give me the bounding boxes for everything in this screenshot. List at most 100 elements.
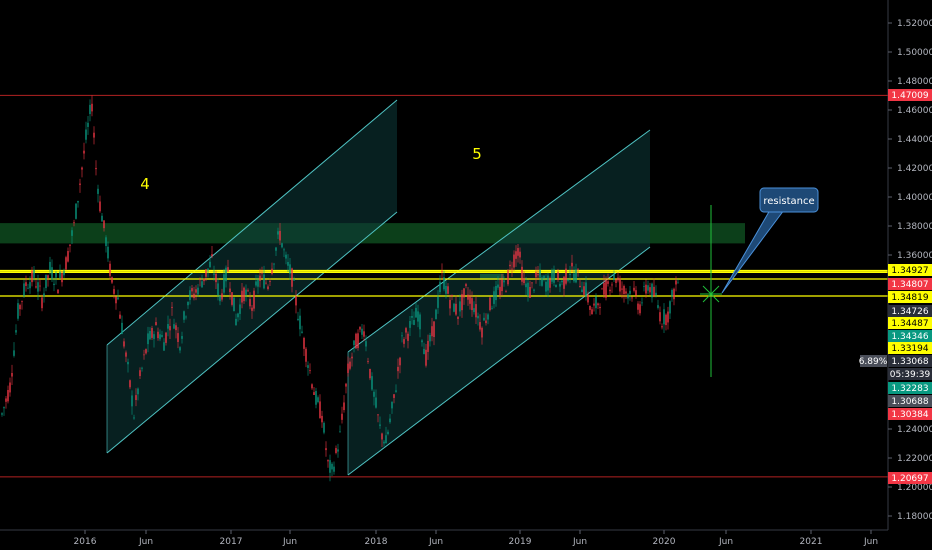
price-tag-label: 1.34346 — [891, 332, 928, 342]
candle — [97, 184, 99, 203]
candle — [335, 445, 337, 455]
price-tag-label: 1.34807 — [891, 280, 928, 290]
candle — [623, 284, 625, 303]
candle — [297, 311, 299, 322]
candle — [261, 266, 263, 279]
candle — [525, 276, 527, 296]
candle — [305, 346, 307, 368]
candle — [111, 276, 113, 285]
candle — [205, 268, 207, 282]
candle — [357, 329, 359, 351]
channel-wave-4 — [106, 99, 398, 454]
time-tick-label: 2016 — [74, 537, 97, 547]
candle — [419, 312, 421, 338]
candle — [341, 406, 343, 424]
candle — [523, 271, 525, 286]
candle — [293, 276, 295, 282]
candle — [283, 247, 285, 258]
candle — [151, 325, 153, 341]
candle — [475, 295, 477, 324]
candle — [391, 401, 393, 414]
candle — [563, 276, 565, 297]
candle — [47, 274, 49, 287]
candle — [505, 289, 507, 293]
price-tag: 1.34807 — [888, 278, 932, 290]
candle — [269, 278, 271, 286]
candle — [531, 282, 533, 289]
candle — [39, 279, 41, 292]
price-tag: 1.20697 — [888, 472, 932, 484]
candle — [11, 364, 13, 385]
svg-text:05:39:39: 05:39:39 — [890, 370, 931, 380]
candle — [539, 263, 541, 287]
price-tag-label: 1.33194 — [891, 344, 928, 354]
candle — [569, 265, 571, 284]
candle — [189, 286, 191, 305]
price-tag-label: 1.34726 — [891, 307, 928, 317]
wave-label-4[interactable]: 4 — [140, 175, 150, 193]
price-axis[interactable]: 1.52000 1.50000 1.48000 1.46000 1.44000 1.420… — [888, 19, 932, 522]
candle — [63, 268, 65, 278]
candle — [427, 334, 429, 360]
candle — [601, 287, 603, 290]
candle — [431, 317, 433, 342]
candle — [91, 95, 93, 117]
candle — [509, 260, 511, 271]
candle — [109, 260, 111, 280]
time-tick-label: 2021 — [800, 537, 823, 547]
candle — [137, 387, 139, 401]
candle — [259, 268, 261, 288]
time-tick-label: Jun — [428, 537, 443, 547]
candle — [375, 389, 377, 409]
candle — [281, 242, 283, 249]
candle — [131, 390, 133, 415]
candle — [457, 316, 459, 325]
candle — [479, 314, 481, 332]
candle — [171, 301, 173, 316]
candle — [23, 279, 25, 298]
candle — [311, 383, 313, 390]
candle — [607, 273, 609, 287]
candle — [135, 388, 137, 407]
candle — [315, 387, 317, 409]
time-axis[interactable]: 2016 Jun 2017 Jun 2018 Jun 2019 Jun 2020 Jun 2021 J… — [74, 530, 878, 547]
candle — [547, 272, 549, 298]
candle — [149, 327, 151, 340]
candle — [21, 300, 23, 310]
wave-label-5[interactable]: 5 — [472, 145, 482, 163]
channel-wave-5 — [347, 129, 651, 476]
price-tick-label: 1.52000 — [897, 19, 932, 29]
candle — [441, 263, 443, 281]
time-tick-label: Jun — [138, 537, 153, 547]
time-tick-label: 2020 — [653, 537, 676, 547]
candle — [233, 297, 235, 312]
candle — [155, 317, 157, 326]
candle — [365, 335, 367, 352]
candle — [657, 299, 659, 310]
candle — [105, 235, 107, 253]
candle — [327, 459, 329, 468]
candle — [385, 426, 387, 444]
candle — [95, 160, 97, 176]
candle — [295, 290, 297, 314]
price-tick-label: 1.22000 — [897, 454, 932, 464]
price-tag-label: 1.30688 — [891, 397, 928, 407]
candle — [557, 268, 559, 282]
candle — [159, 329, 161, 342]
candle — [491, 305, 493, 310]
candle — [57, 289, 59, 294]
candle — [621, 281, 623, 299]
candle — [405, 326, 407, 340]
candle — [483, 312, 485, 321]
candle — [161, 330, 163, 338]
candle — [209, 255, 211, 268]
candle — [507, 269, 509, 287]
candle — [425, 343, 427, 368]
candle — [579, 279, 581, 288]
price-tags: 1.47009 1.34927 1.34807 1.34819 1.34726 1.344… — [888, 89, 932, 484]
resistance-callout[interactable]: resistance — [721, 187, 819, 294]
candle — [351, 352, 353, 367]
candle — [267, 284, 269, 291]
candle — [387, 429, 389, 436]
